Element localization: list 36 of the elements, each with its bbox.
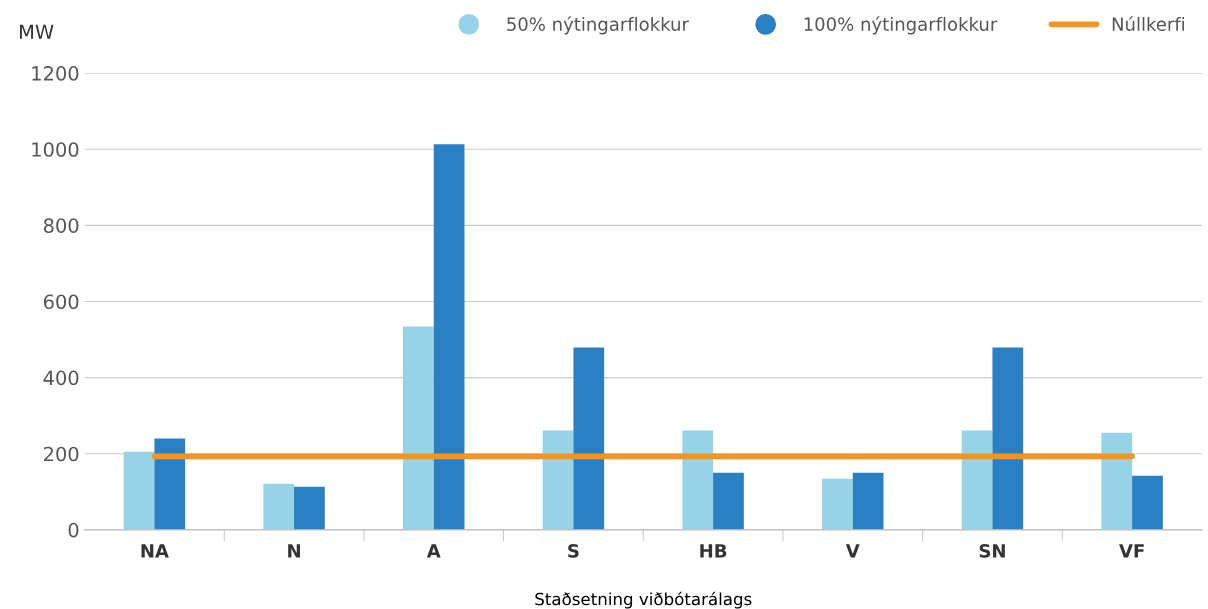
bar [542, 430, 574, 530]
bar [852, 472, 884, 530]
y-tick-label: 600 [43, 294, 79, 310]
legend-label: 100% nýtingarflokkur [804, 16, 998, 35]
x-tick-label: VF [1119, 544, 1144, 558]
y-axis-title: MW [20, 24, 54, 39]
x-axis-title: Staðsetning viðbótarálags [535, 591, 752, 609]
bar [1101, 432, 1133, 530]
x-tick-label: S [568, 544, 579, 558]
bar [822, 478, 853, 530]
bar [713, 472, 744, 530]
y-tick-label: 400 [43, 370, 79, 386]
y-tick-label: 200 [44, 446, 79, 462]
bar [154, 438, 186, 530]
bar [992, 347, 1024, 530]
bar [1132, 475, 1163, 530]
x-tick-label: A [426, 544, 441, 558]
legend-label: Núllkerfi [1112, 16, 1185, 31]
bar [263, 483, 295, 530]
bar [403, 326, 434, 530]
x-tick-label: HB [700, 544, 727, 558]
y-tick-label: 800 [43, 218, 79, 233]
legend-label: 50% nýtingarflokkur [507, 16, 689, 35]
bar [123, 451, 155, 530]
x-tick-label: SN [979, 544, 1005, 558]
y-tick-label: 0 [68, 522, 79, 538]
x-tick-label: V [845, 544, 860, 558]
y-tick-label: 1200 [32, 66, 79, 81]
x-tick-label: NA [141, 544, 169, 558]
y-tick-label: 1000 [32, 142, 79, 157]
x-tick-label: N [288, 544, 300, 558]
bar [433, 144, 465, 530]
bar [682, 430, 714, 530]
bar [294, 486, 325, 530]
bar [961, 430, 993, 530]
bar [573, 347, 605, 530]
